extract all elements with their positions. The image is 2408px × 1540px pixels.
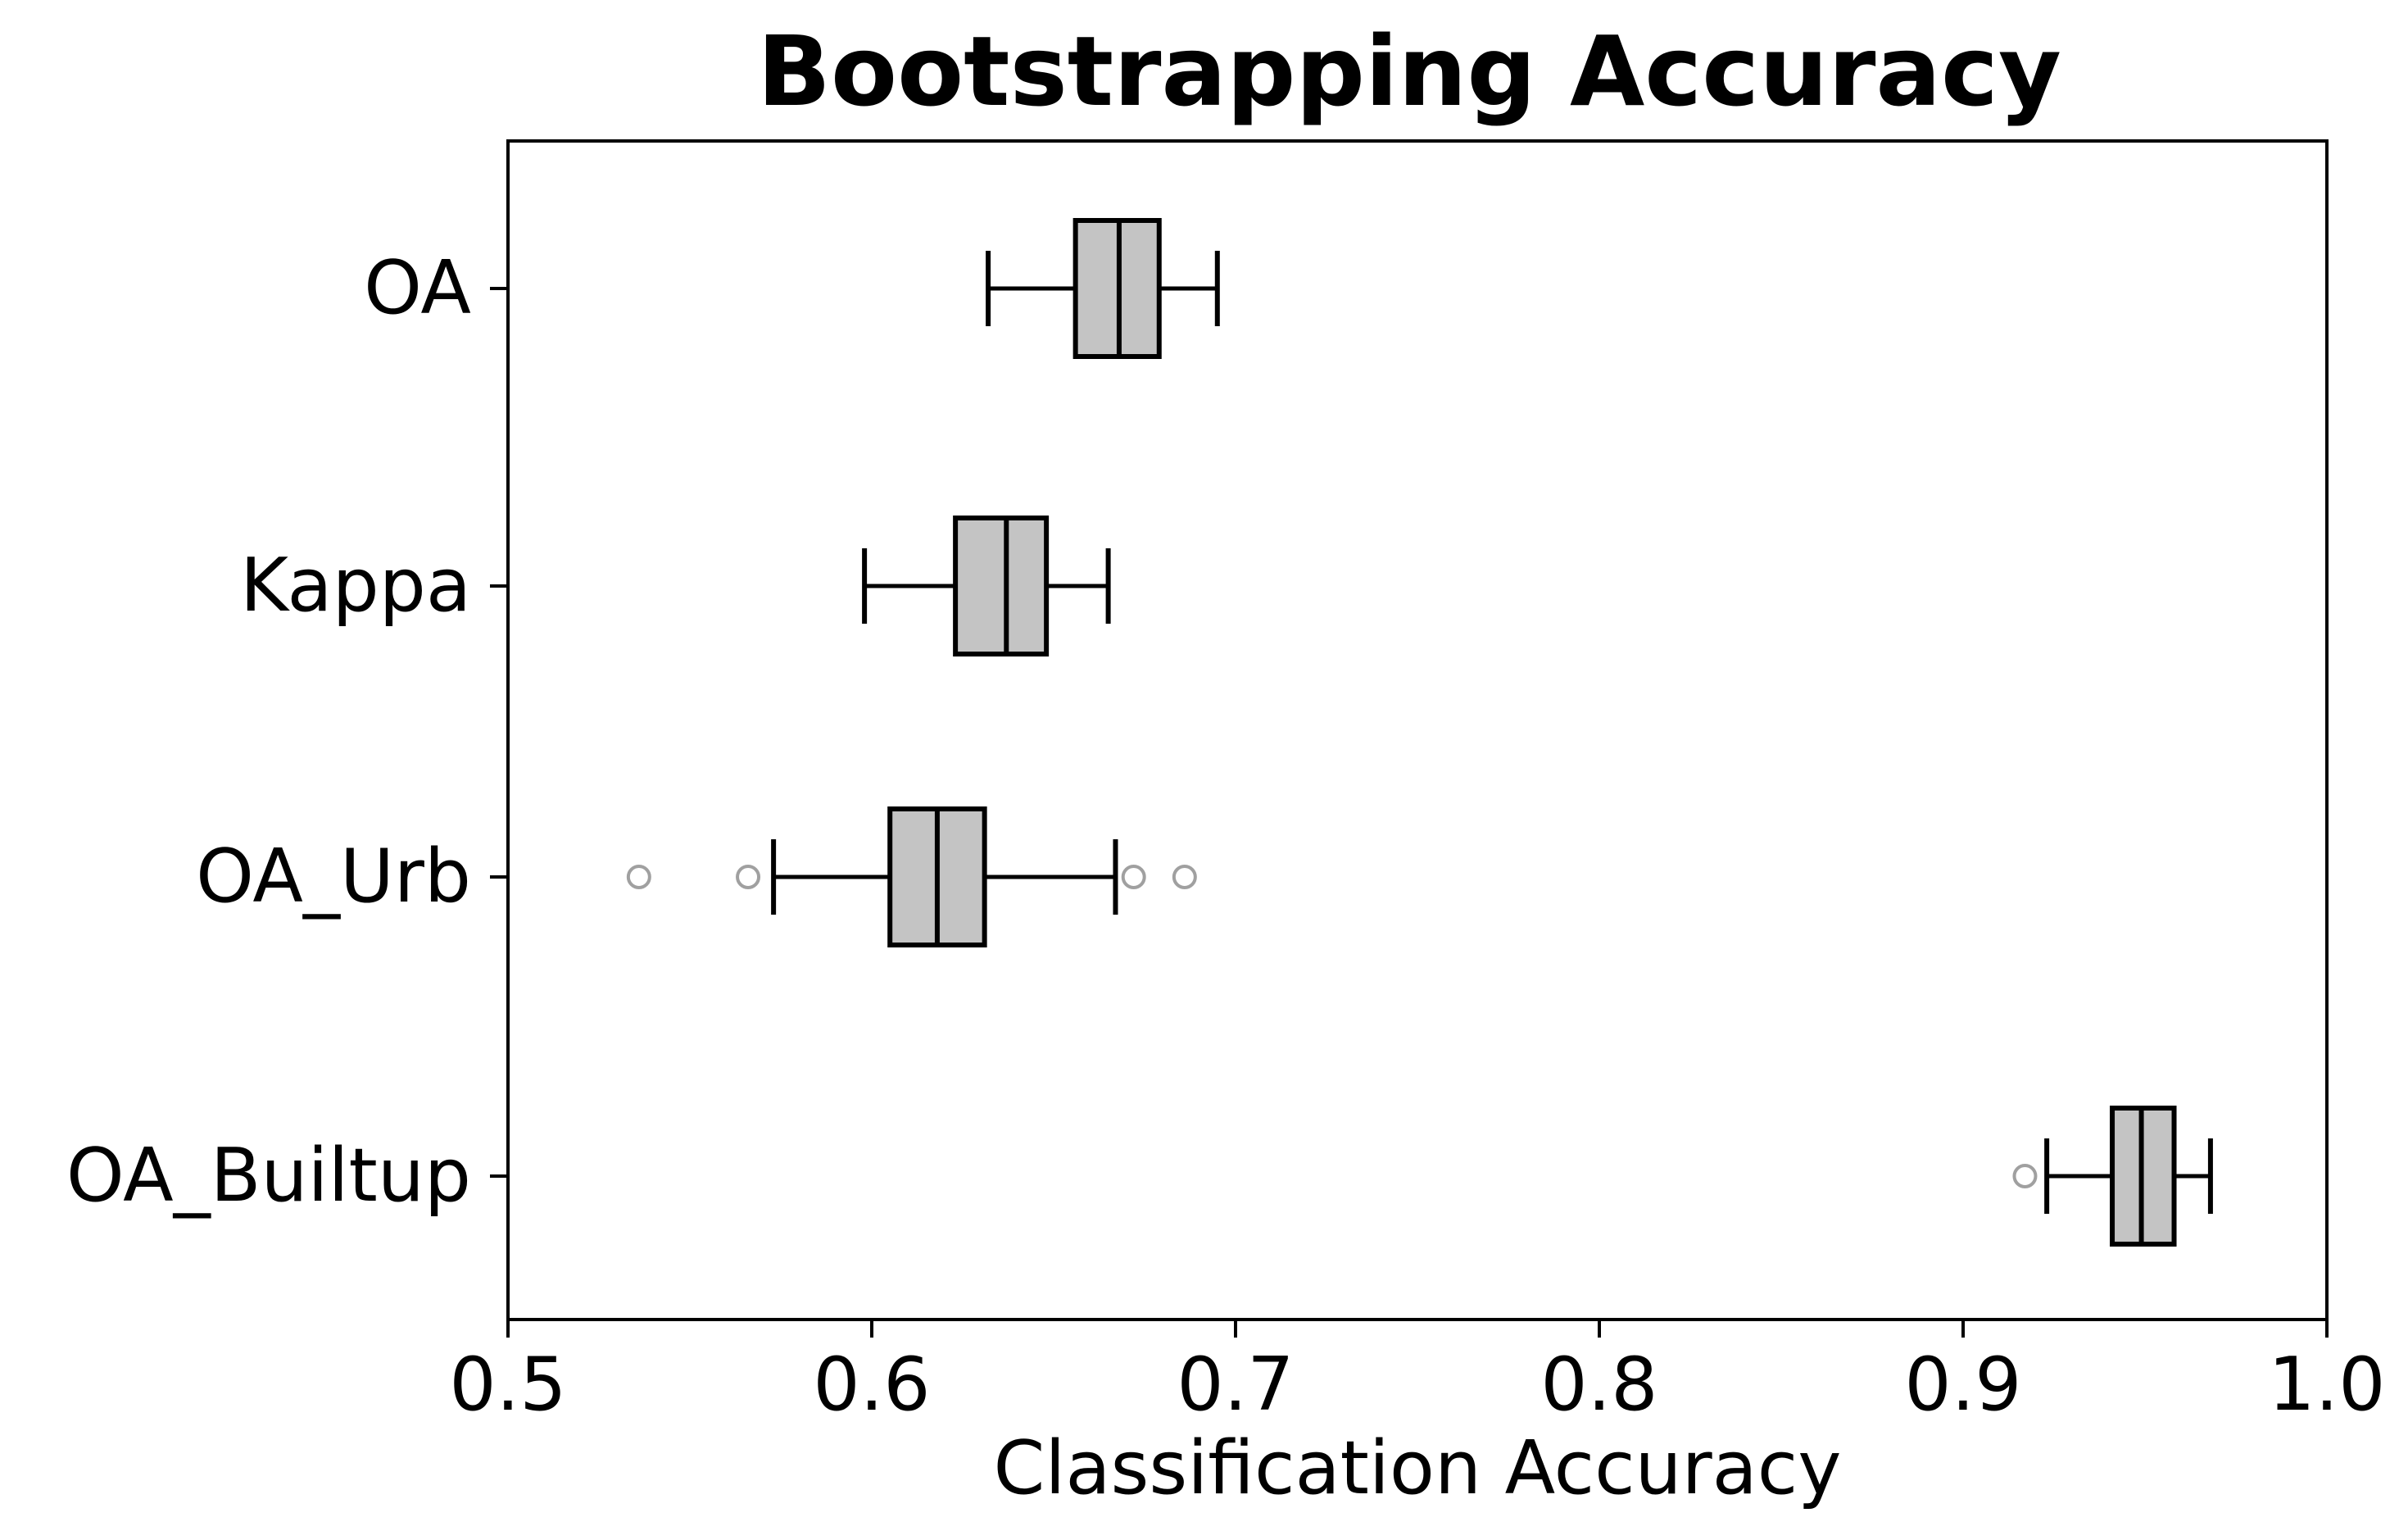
y-tick-label-oa-urb: OA_Urb (196, 834, 471, 920)
box-oa-builtup (2012, 1106, 2213, 1247)
chart-title: Bootstrapping Accuracy (757, 15, 2061, 128)
x-axis: 0.5 0.6 0.7 0.8 0.9 1.0 (449, 1320, 2386, 1428)
y-tick-label-oa-builtup: OA_Builtup (66, 1133, 471, 1219)
x-tick-label-3: 0.8 (1540, 1342, 1657, 1428)
x-tick-label-2: 0.7 (1177, 1342, 1294, 1428)
x-tick-label-5: 1.0 (2268, 1342, 2385, 1428)
outlier-oa-urb-0 (626, 865, 651, 889)
x-tick-label-4: 0.9 (1904, 1342, 2021, 1428)
y-tick-label-kappa: Kappa (240, 543, 471, 629)
box-oa (986, 218, 1220, 359)
x-tick-label-1: 0.6 (813, 1342, 930, 1428)
y-axis: OA Kappa OA_Urb OA_Builtup (66, 245, 508, 1219)
plot-frame (506, 139, 2329, 1321)
y-tick-label-oa: OA (364, 245, 471, 331)
boxes-layer (626, 218, 2213, 1247)
x-axis-label: Classification Accuracy (994, 1425, 1842, 1511)
outlier-oa-urb-1 (736, 865, 761, 889)
box-kappa (862, 516, 1111, 656)
outlier-oa-builtup-0 (2012, 1164, 2038, 1188)
iqr-box-kappa (953, 516, 1050, 656)
outlier-oa-urb-2 (1121, 865, 1146, 889)
box-oa-urb (626, 806, 1197, 947)
outlier-oa-urb-3 (1172, 865, 1197, 889)
x-tick-label-0: 0.5 (449, 1342, 566, 1428)
